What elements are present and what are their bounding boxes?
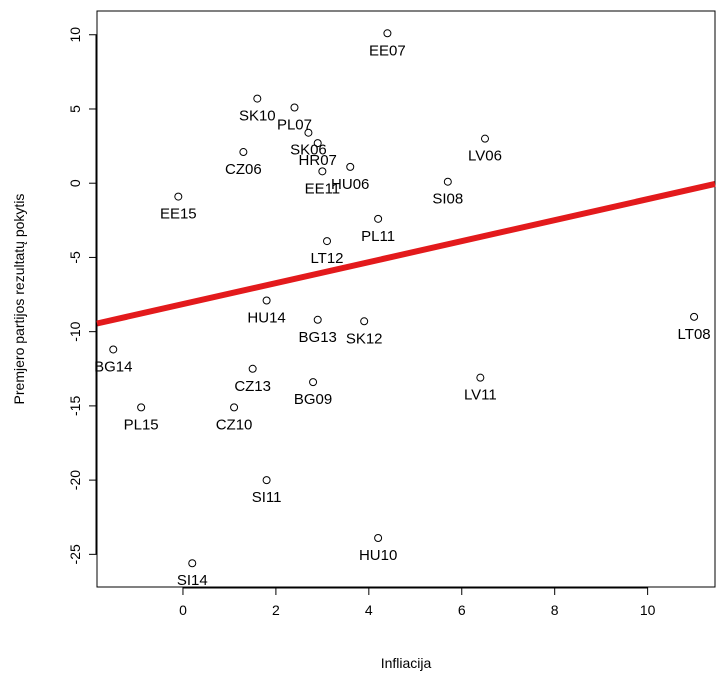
data-point-sk10: [253, 94, 262, 103]
point-label-ee11: EE11: [305, 180, 341, 197]
regression-line: [96, 181, 716, 327]
data-point-cz10: [230, 403, 239, 412]
point-label-ee15: EE15: [160, 206, 197, 223]
y-tick-label: 5: [67, 105, 83, 113]
data-point-lv06: [480, 134, 489, 143]
point-label-sk10: SK10: [239, 108, 276, 125]
x-tick-label: 6: [458, 602, 466, 618]
data-point-hu10: [374, 534, 383, 543]
data-point-pl11: [374, 214, 383, 223]
plot-frame: [96, 10, 716, 588]
point-label-lt08: LT08: [678, 326, 711, 343]
y-tick-label: -15: [67, 396, 83, 416]
point-label-hu10: HU10: [359, 547, 397, 564]
data-point-ee11: [318, 167, 327, 176]
data-point-pl15: [137, 403, 146, 412]
y-tick-label: -25: [67, 544, 83, 564]
point-label-pl15: PL15: [124, 416, 159, 433]
point-label-hu14: HU14: [247, 309, 285, 326]
data-point-ee07: [383, 29, 392, 38]
data-point-sk12: [360, 317, 369, 326]
point-label-sk12: SK12: [346, 330, 383, 347]
y-tick-label: -20: [67, 470, 83, 490]
point-label-lv06: LV06: [468, 148, 502, 165]
x-tick-label: 0: [179, 602, 187, 618]
point-label-si14: SI14: [177, 572, 208, 589]
point-label-si08: SI08: [432, 191, 463, 208]
data-point-lt12: [323, 237, 332, 246]
y-tick-label: 10: [67, 27, 83, 43]
point-label-lt12: LT12: [310, 250, 343, 267]
data-point-hr07: [313, 139, 322, 148]
data-point-bg14: [109, 345, 118, 354]
data-point-ee15: [174, 192, 183, 201]
data-point-si14: [188, 559, 197, 568]
x-tick-label: 10: [640, 602, 656, 618]
point-label-pl07: PL07: [277, 116, 312, 133]
data-point-cz13: [248, 364, 257, 373]
data-point-bg13: [313, 315, 322, 324]
x-tick-label: 8: [551, 602, 559, 618]
y-tick-label: 0: [67, 179, 83, 187]
point-label-hr07: HR07: [299, 152, 337, 169]
data-point-lv11: [476, 373, 485, 382]
data-point-pl07: [290, 103, 299, 112]
point-label-bg14: BG14: [94, 358, 132, 375]
point-label-ee07: EE07: [369, 42, 406, 59]
point-label-bg13: BG13: [299, 329, 337, 346]
data-point-sk06: [304, 128, 313, 137]
point-label-bg09: BG09: [294, 391, 332, 408]
point-label-cz06: CZ06: [225, 161, 262, 178]
data-point-bg09: [309, 378, 318, 387]
data-point-si08: [443, 177, 452, 186]
x-axis-title: Infliacija: [381, 655, 432, 671]
y-tick-label: -10: [67, 321, 83, 341]
point-label-cz10: CZ10: [216, 416, 253, 433]
point-label-cz13: CZ13: [234, 378, 271, 395]
data-point-hu14: [262, 296, 271, 305]
data-point-lt08: [690, 312, 699, 321]
point-label-si11: SI11: [252, 489, 282, 506]
point-label-sk06: SK06: [290, 142, 327, 159]
data-point-hu06: [346, 162, 355, 171]
point-label-lv11: LV11: [464, 387, 497, 404]
y-tick-label: -5: [67, 251, 83, 264]
point-label-hu06: HU06: [331, 176, 369, 193]
y-axis-title: Premjero partijos rezultatų pokytis: [11, 194, 27, 405]
data-point-cz06: [239, 148, 248, 157]
data-point-si11: [262, 476, 271, 485]
point-label-pl11: PL11: [361, 228, 395, 245]
x-tick-label: 2: [272, 602, 280, 618]
x-tick-label: 4: [365, 602, 373, 618]
